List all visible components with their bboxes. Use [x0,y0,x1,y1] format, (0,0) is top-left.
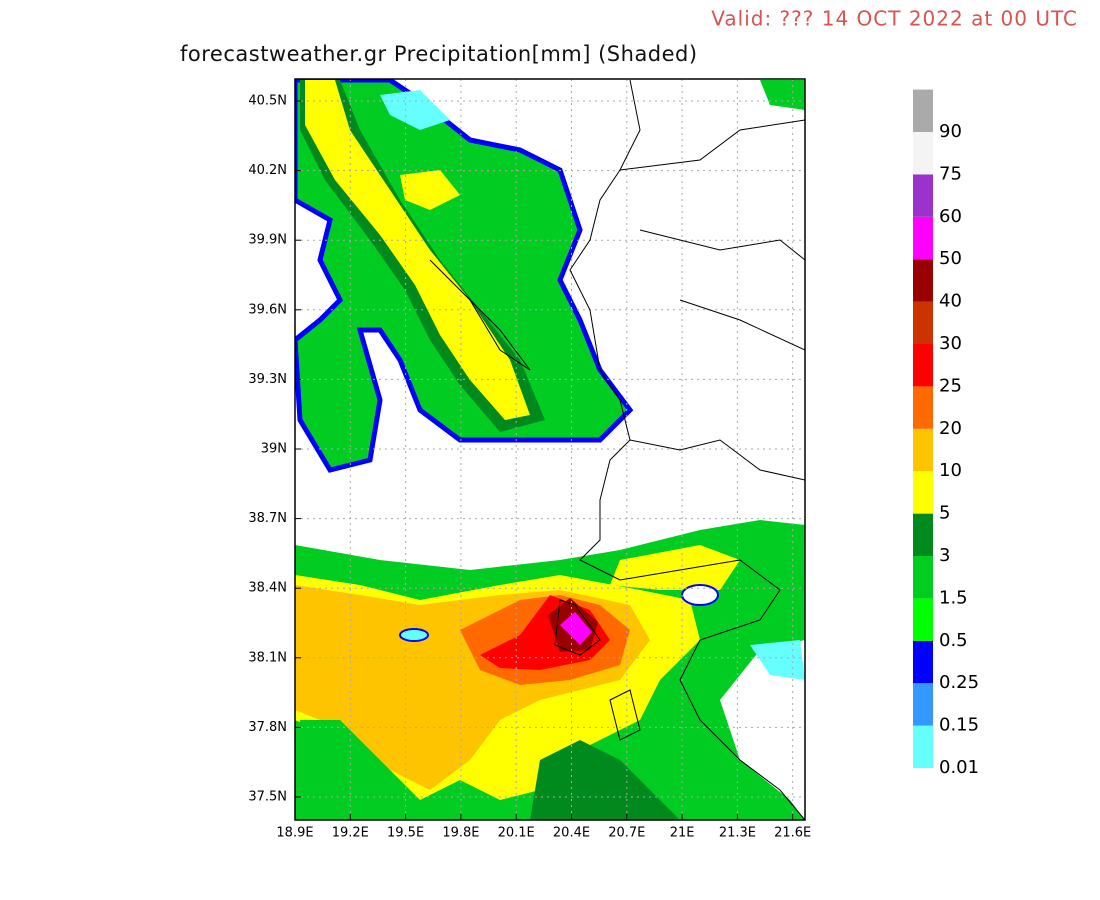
colorbar-swatch [913,640,933,684]
colorbar-label: 20 [939,418,962,439]
colorbar-label: 75 [939,163,962,184]
x-tick-label: 19.5E [387,826,424,841]
x-tick-label: 21.6E [774,826,811,841]
y-tick-label: 39N [261,442,287,457]
y-tick-label: 40.2N [248,163,287,178]
colorbar-label: 5 [939,503,950,524]
colorbar-label: 60 [939,206,962,227]
x-tick-label: 18.9E [276,826,313,841]
colorbar-label: 10 [939,460,962,481]
y-tick-label: 39.9N [248,233,287,248]
colorbar-label: 3 [939,545,950,566]
colorbar-label: 0.25 [939,672,979,693]
coastlines [429,79,805,820]
colorbar-swatch [913,513,933,556]
colorbar-label: 1.5 [939,587,968,608]
colorbar-label: 0.5 [939,630,968,651]
colorbar-label: 0.01 [939,757,979,778]
y-tick-label: 38.4N [248,581,287,596]
colorbar-swatch [913,598,933,641]
y-tick-label: 37.5N [248,790,287,805]
colorbar-swatch [913,216,933,260]
colorbar-swatch [913,386,933,429]
precip-field [295,79,805,820]
colorbar-label: 25 [939,375,962,396]
x-tick-label: 20.7E [608,826,645,841]
colorbar-label: 30 [939,333,962,354]
map-title: forecastweather.gr Precipitation[mm] (Sh… [180,42,698,66]
x-tick-label: 19.8E [442,826,479,841]
colorbar-label: 40 [939,291,962,312]
colorbar-swatch [913,89,933,132]
graticule [295,79,805,820]
y-tick-label: 39.6N [248,302,287,317]
colorbar-swatch [913,301,933,344]
colorbar-label: 90 [939,121,962,142]
valid-time: Valid: ??? 14 OCT 2022 at 00 UTC [711,7,1078,31]
colorbar-swatch [913,344,933,387]
y-tick-label: 37.8N [248,720,287,735]
axis-ticks: 18.9E 19.2E 19.5E 19.8E 20.1E 20.4E 20.7E 21E 21… [248,94,811,841]
colorbar: 0.01 0.15 0.25 0.5 1.5 3 5 10 20 25 30 40 50 60 75 90 [913,89,979,778]
y-tick-label: 38.1N [248,650,287,665]
colorbar-swatch [913,471,933,514]
x-tick-label: 21E [670,826,695,841]
colorbar-swatch [913,556,933,599]
colorbar-swatch [913,132,933,175]
colorbar-swatch [913,428,933,472]
colorbar-label: 0.15 [939,715,979,736]
y-tick-label: 39.3N [248,372,287,387]
colorbar-swatch [913,725,933,768]
colorbar-swatch [913,683,933,726]
y-tick-label: 40.5N [248,94,287,109]
colorbar-swatch [913,174,933,217]
x-tick-label: 20.4E [553,826,590,841]
colorbar-label: 50 [939,248,962,269]
y-tick-label: 38.7N [248,511,287,526]
x-tick-label: 19.2E [332,826,369,841]
x-tick-label: 21.3E [719,826,756,841]
colorbar-swatch [913,259,933,302]
x-tick-label: 20.1E [498,826,535,841]
